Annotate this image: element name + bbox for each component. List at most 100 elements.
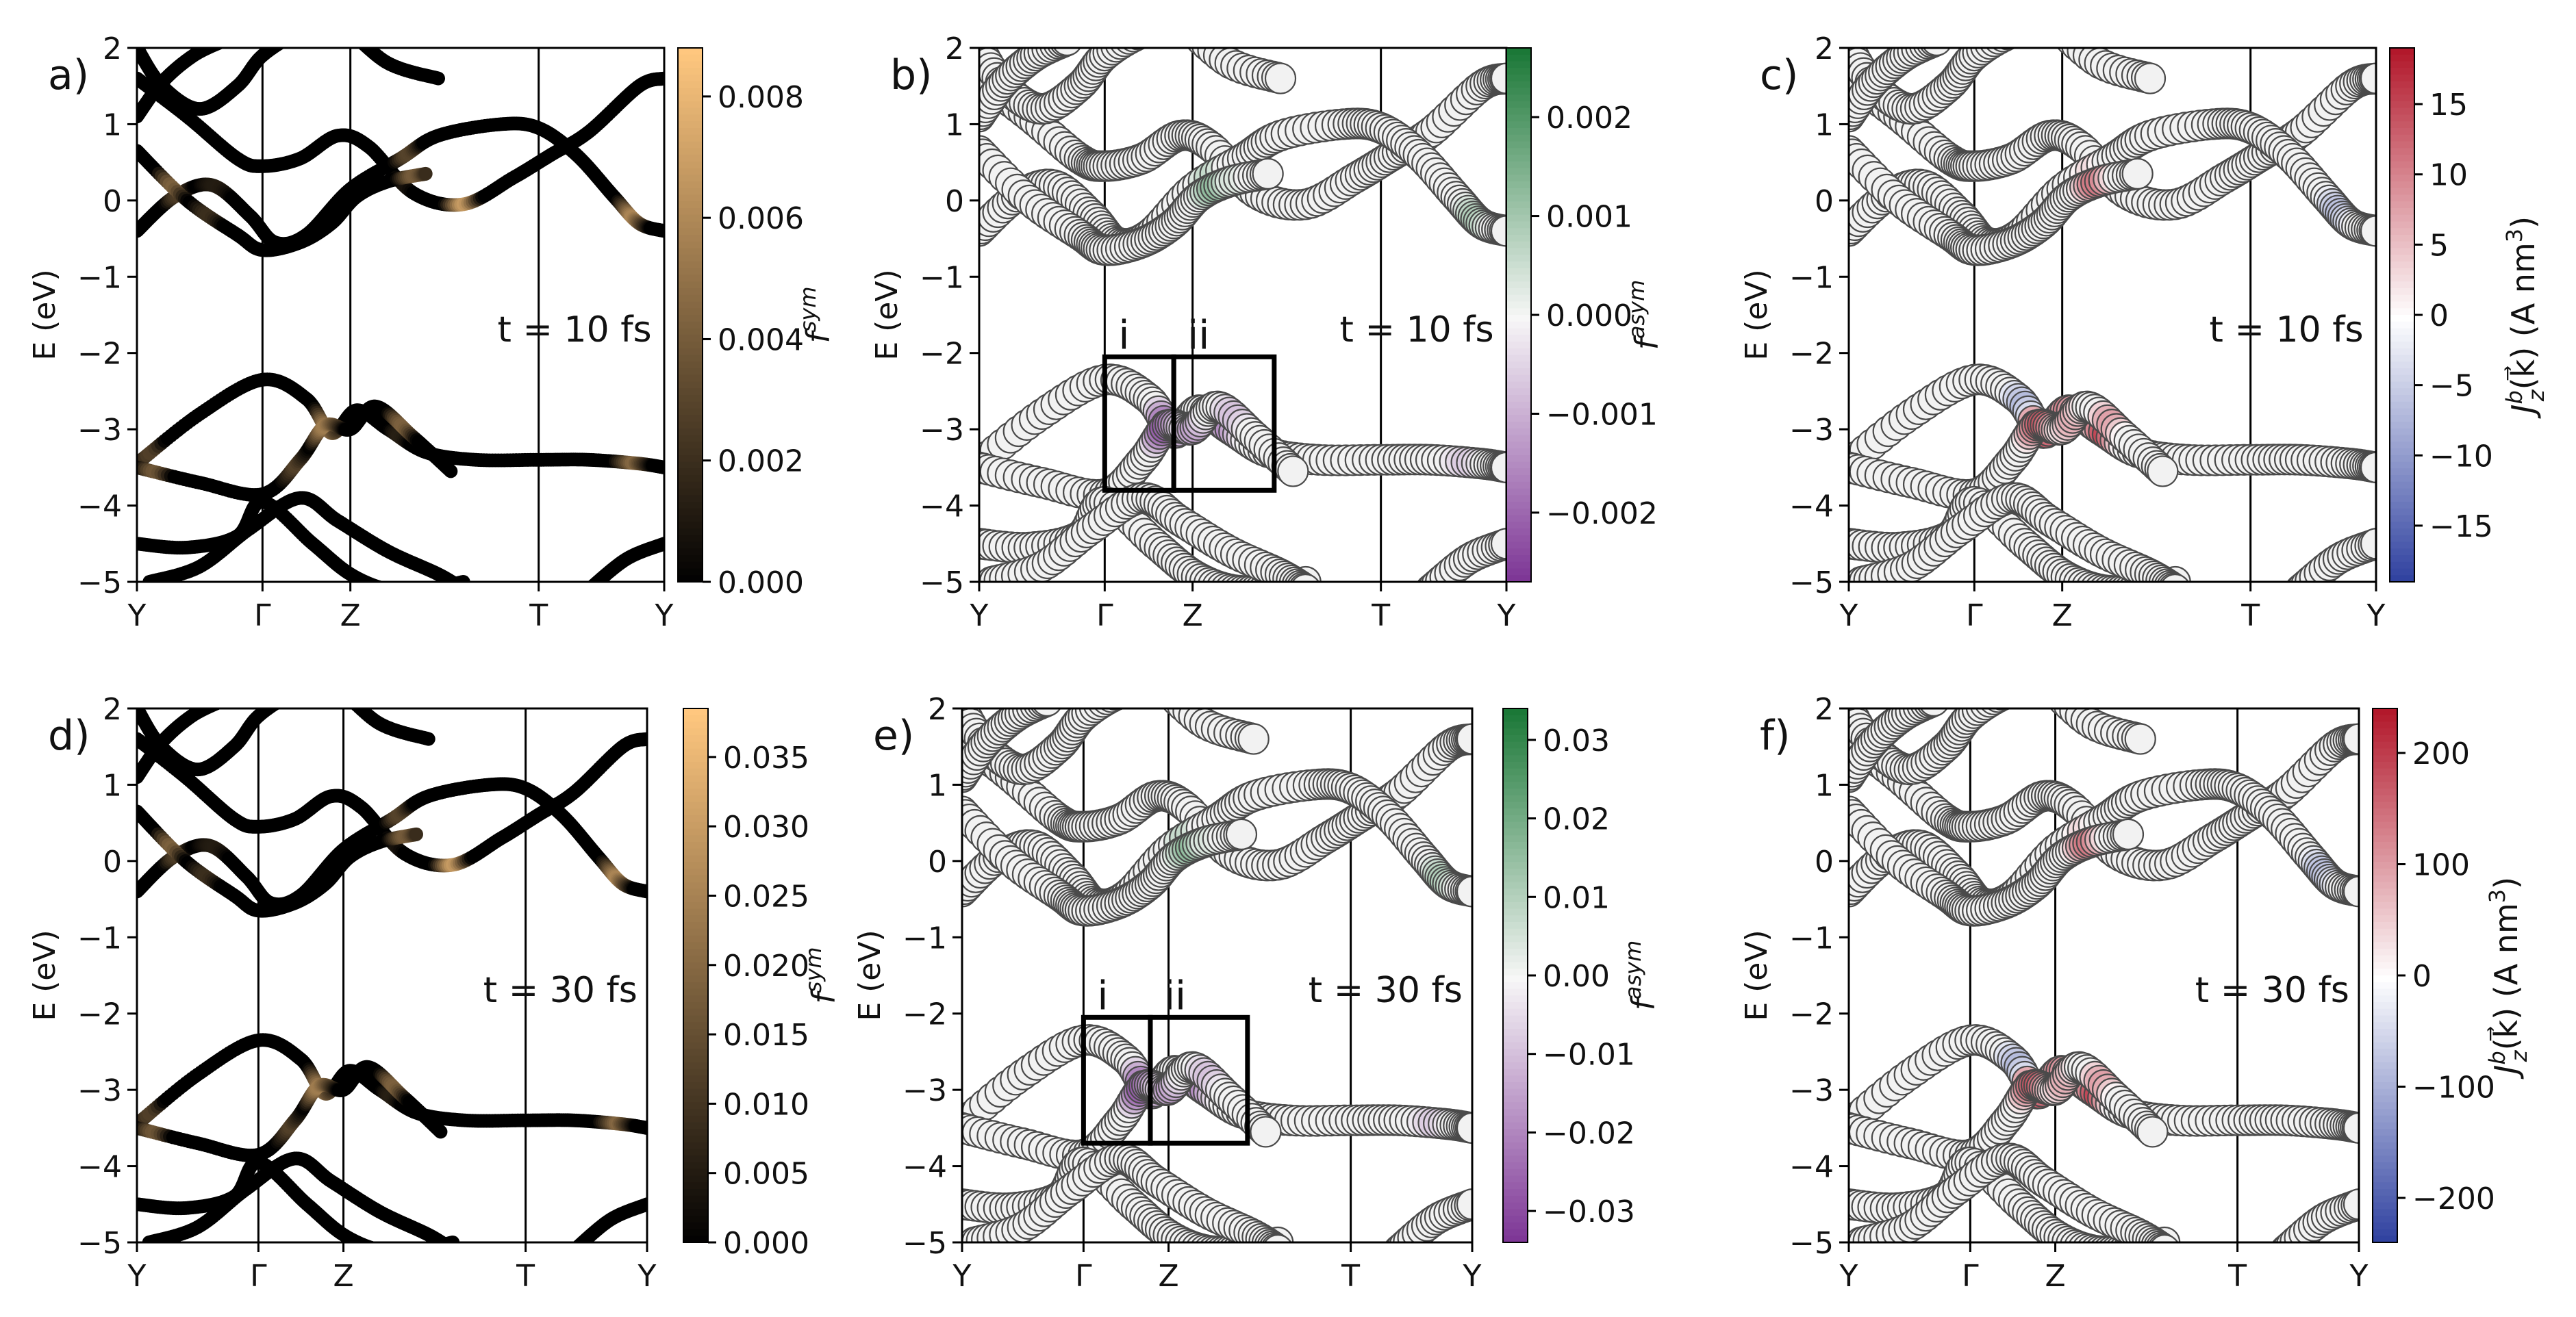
colorbar-segment: [1506, 568, 1531, 576]
panel-c: 210−1−2−3−4−5E (eV)Y Γ Z T Yc)t = 10 fs15105…: [1739, 10, 2549, 633]
colorbar-segment: [1506, 61, 1531, 69]
colorbar-segment: [678, 175, 703, 182]
colorbar-segment: [2390, 148, 2414, 155]
colorbar-segment: [2390, 401, 2414, 409]
y-axis-label: E (eV): [870, 269, 905, 360]
colorbar-segment: [1506, 175, 1531, 182]
y-tick-label: 1: [945, 107, 964, 142]
band-point: [412, 583, 426, 597]
colorbar-segment: [1506, 428, 1531, 436]
colorbar-segment: [678, 48, 703, 55]
colorbar-segment: [1506, 208, 1531, 216]
colorbar-segment: [678, 535, 703, 543]
band-marker: [1131, 16, 1161, 46]
colorbar-segment: [1506, 161, 1531, 169]
band-point: [349, 29, 362, 43]
colorbar-segment: [2390, 235, 2414, 242]
colorbar-segment: [678, 502, 703, 509]
band-point: [444, 464, 458, 478]
y-tick-label: 0: [103, 184, 122, 219]
band-point: [459, 581, 464, 582]
colorbar-segment: [678, 548, 703, 556]
y-tick-label: −1: [920, 260, 964, 295]
colorbar-segment: [1506, 107, 1531, 116]
band-marker: [2013, 11, 2043, 41]
band-marker: [2360, 528, 2376, 560]
colorbar-segment: [1506, 348, 1531, 356]
colorbar-segment: [2390, 315, 2414, 322]
band-point: [346, 28, 359, 42]
colorbar-segment: [1506, 515, 1531, 523]
plot-area: [137, 17, 664, 598]
band-marker: [1138, 48, 1147, 49]
colorbar-segment: [678, 395, 703, 402]
y-tick-label: −4: [920, 489, 964, 524]
colorbar-segment: [1506, 241, 1531, 249]
band-point: [657, 460, 664, 474]
band-point: [279, 691, 293, 704]
colorbar-segment: [678, 541, 703, 550]
y-tick-label: −2: [77, 337, 122, 372]
x-tick-label: T: [1371, 598, 1390, 633]
colorbar-segment: [1506, 214, 1531, 222]
colorbar-segment: [2390, 415, 2414, 422]
band-marker: [1165, 10, 1195, 40]
band-point: [298, 682, 312, 695]
band-point: [335, 20, 349, 34]
band-point: [410, 583, 424, 597]
y-axis-label: E (eV): [27, 269, 62, 360]
colorbar-segment: [2390, 248, 2414, 256]
band-marker: [1139, 12, 1170, 42]
region-box-label: i: [1118, 311, 1129, 358]
colorbar-segment: [1506, 495, 1531, 502]
band-point: [303, 21, 317, 35]
axes-frame: [1847, 47, 2377, 583]
x-tick-label: Z: [2052, 598, 2073, 633]
colorbar-tick-label: −15: [2429, 509, 2493, 544]
colorbar-segment: [678, 81, 703, 89]
colorbar-segment: [2390, 121, 2414, 129]
colorbar-segment: [2390, 381, 2414, 389]
band-point: [379, 583, 393, 596]
band-point: [274, 693, 288, 707]
colorbar-segment: [678, 188, 703, 196]
y-axis-label: E (eV): [1739, 269, 1774, 360]
band-point: [293, 685, 307, 698]
band-point: [432, 581, 438, 582]
colorbar-segment: [1506, 361, 1531, 369]
band-point: [392, 584, 405, 598]
band-point: [418, 166, 433, 181]
colorbar-segment: [678, 448, 703, 456]
colorbar-segment: [1506, 301, 1531, 309]
colorbar-segment: [1506, 281, 1531, 289]
band-marker: [2034, 10, 2064, 40]
band-point: [431, 581, 435, 582]
band-point: [657, 224, 664, 238]
band-point: [296, 682, 310, 696]
band-point: [305, 679, 319, 693]
band-point: [279, 48, 286, 49]
band-point: [640, 732, 647, 746]
colorbar-segment: [678, 201, 703, 209]
band-point: [288, 28, 302, 42]
band-point: [293, 26, 307, 40]
colorbar-segment: [2390, 408, 2414, 416]
colorbar-tick-label: −0.001: [1546, 397, 1658, 432]
band-point: [315, 17, 329, 31]
band-point: [317, 677, 331, 691]
band-point: [388, 584, 402, 598]
colorbar-segment: [2390, 241, 2414, 249]
band-point: [299, 24, 312, 38]
colorbar-segment: [2390, 255, 2414, 262]
colorbar-segment: [1506, 248, 1531, 256]
band-marker: [2045, 16, 2075, 46]
time-label: t = 10 fs: [498, 309, 652, 350]
colorbar-tick-label: 0.000: [1546, 298, 1632, 333]
band-point: [299, 681, 313, 695]
colorbar-label: Jbz(k⃗) (A nm3): [2501, 216, 2549, 419]
plot-area: [137, 677, 647, 1242]
label-rest: (k⃗) (A nm: [2505, 242, 2542, 389]
